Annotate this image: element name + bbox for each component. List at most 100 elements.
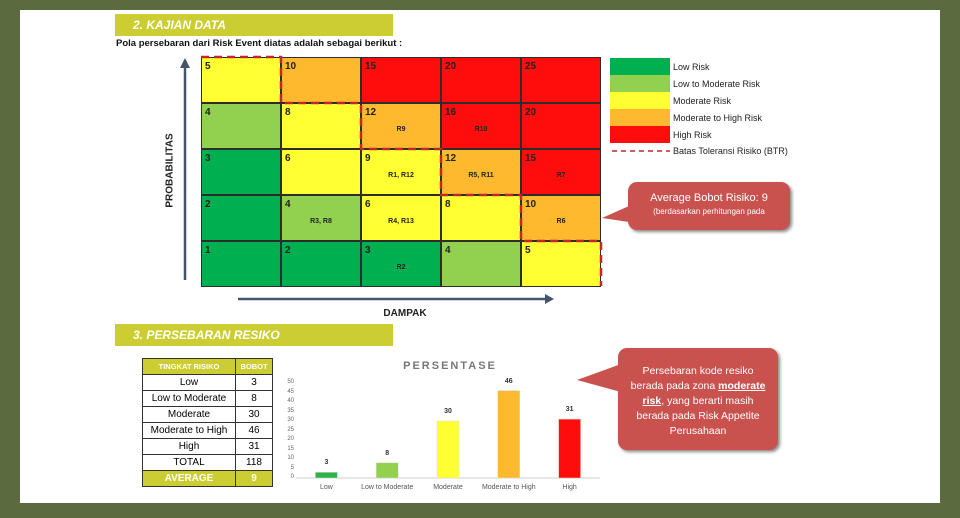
y-tick: 25 <box>287 426 294 433</box>
matrix-cell: 16 R10 <box>441 103 521 149</box>
intro-text: Pola persebaran dari Risk Event diatas a… <box>116 38 403 49</box>
matrix-cell: 15 <box>361 57 441 103</box>
cell-risks: R6 <box>556 218 566 225</box>
cell-score: 9 <box>365 153 371 164</box>
data-label: 30 <box>444 408 452 415</box>
cell-score: 5 <box>205 61 211 72</box>
section-2-header: 2. KAJIAN DATA <box>115 14 393 36</box>
x-tick-label: Low to Moderate <box>361 484 414 491</box>
legend-swatch <box>610 92 670 109</box>
cell-score: 16 <box>445 107 457 118</box>
y-tick: 30 <box>287 417 294 423</box>
callout-pointer <box>602 206 629 222</box>
cell-score: 2 <box>205 199 211 210</box>
matrix-cell: 25 <box>521 57 601 103</box>
cell-score: 10 <box>285 61 297 72</box>
matrix-cell: 20 <box>521 103 601 149</box>
cell-score: 3 <box>365 245 371 256</box>
risk-weight: 46 <box>235 422 273 439</box>
legend-swatch <box>610 126 670 143</box>
callout2-emphasis: moderate risk <box>642 380 766 407</box>
data-label: 3 <box>324 459 329 467</box>
risk-level: Moderate <box>142 406 236 423</box>
legend-label: Moderate Risk <box>673 96 732 106</box>
table-row: Moderate to High 46 <box>142 422 273 439</box>
risk-weight: 8 <box>235 390 273 407</box>
y-tick: 50 <box>287 379 294 385</box>
data-label: 46 <box>504 377 513 385</box>
legend-swatch <box>610 109 670 126</box>
y-tick: 35 <box>287 407 294 414</box>
matrix-cell: 15 R7 <box>521 149 601 195</box>
y-tick: 45 <box>287 388 294 395</box>
table-row: Moderate 30 <box>142 406 273 423</box>
cell-risks: R1, R12 <box>388 172 414 179</box>
risk-level: Low to Moderate <box>142 390 236 407</box>
risk-level: High <box>142 438 236 455</box>
cell-risks: R5, R11 <box>468 172 494 179</box>
matrix-cell: 3 <box>201 149 281 195</box>
y-axis-label: PROBABILITAS <box>164 133 176 208</box>
cell-score: 15 <box>365 61 377 72</box>
table-row: Low 3 <box>142 374 273 391</box>
matrix-cell: 6 <box>281 149 361 195</box>
legend-label: Low Risk <box>673 62 710 72</box>
average-callout: Average Bobot Risiko: 9 (berdasarkan per… <box>628 182 790 230</box>
cell-score: 4 <box>205 107 211 118</box>
cell-score: 2 <box>285 245 291 256</box>
average-label: AVERAGE <box>142 470 236 487</box>
cell-score: 20 <box>525 107 537 118</box>
risk-level: Low <box>142 374 236 391</box>
y-tick: 40 <box>287 398 294 404</box>
legend-swatch <box>610 75 670 92</box>
header-tingkat: TINGKAT RISIKO <box>142 358 236 375</box>
matrix-cell: 8 <box>281 103 361 149</box>
cell-score: 3 <box>205 153 211 164</box>
callout-title: Average Bobot Risiko: 9 <box>650 192 768 204</box>
matrix-cell: 6 R4, R13 <box>361 195 441 241</box>
risk-level: TOTAL <box>142 454 236 471</box>
legend-label: Low to Moderate Risk <box>673 79 761 89</box>
cell-score: 4 <box>285 199 291 210</box>
matrix-cell: 9 R1, R12 <box>361 149 441 195</box>
matrix-cell: 5 <box>521 241 601 287</box>
chart-title: PERSENTASE <box>403 360 497 372</box>
callout2-pointer <box>577 364 621 392</box>
matrix-cell: 3 R2 <box>361 241 441 287</box>
x-tick-label: High <box>562 484 577 491</box>
cell-score: 6 <box>365 199 371 210</box>
legend-label: Moderate to High Risk <box>673 113 763 123</box>
cell-risks: R2 <box>396 264 406 271</box>
cell-risks: R10 <box>474 126 488 133</box>
cell-score: 15 <box>525 153 537 164</box>
matrix-cell: 4 R3, R8 <box>281 195 361 241</box>
y-tick: 20 <box>287 436 294 442</box>
cell-score: 5 <box>525 245 531 256</box>
matrix-cell: 10 R6 <box>521 195 601 241</box>
cell-score: 12 <box>365 107 377 118</box>
legend-label: High Risk <box>673 130 712 140</box>
x-axis-label: DAMPAK <box>383 308 427 319</box>
x-tick-label: Low <box>319 484 333 491</box>
table-row: Low to Moderate 8 <box>142 390 273 407</box>
btr-legend-line <box>612 150 670 152</box>
x-tick-label: Moderate to High <box>481 484 536 491</box>
cell-score: 6 <box>285 153 291 164</box>
risk-weight: 3 <box>235 374 273 391</box>
callout-subtitle: (berdasarkan perhitungan pada <box>653 207 765 216</box>
cell-score: 20 <box>445 61 457 72</box>
matrix-cell: 1 <box>201 241 281 287</box>
cell-score: 8 <box>285 107 291 118</box>
y-tick: 15 <box>287 445 294 452</box>
callout2-text-end: , yang berarti masih berada pada Risk Ap… <box>636 395 760 437</box>
cell-score: 12 <box>445 153 457 164</box>
header-bobot: BOBOT <box>235 358 273 375</box>
data-label: 8 <box>385 449 390 457</box>
cell-score: 1 <box>205 245 211 256</box>
matrix-cell: 20 <box>441 57 521 103</box>
distribution-callout: Persebaran kode resiko berada pada zona … <box>618 348 778 450</box>
cell-risks: R7 <box>556 172 566 179</box>
matrix-cell: 2 <box>281 241 361 287</box>
legend-btr: Batas Toleransi Risiko (BTR) <box>673 146 788 156</box>
